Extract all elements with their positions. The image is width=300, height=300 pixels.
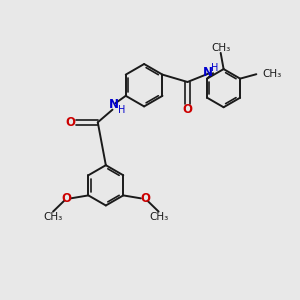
Text: O: O xyxy=(61,192,72,206)
Text: N: N xyxy=(109,98,119,111)
Text: CH₃: CH₃ xyxy=(44,212,63,222)
Text: CH₃: CH₃ xyxy=(149,212,168,222)
Text: O: O xyxy=(182,103,193,116)
Text: O: O xyxy=(65,116,75,129)
Text: CH₃: CH₃ xyxy=(211,43,230,52)
Text: H: H xyxy=(118,105,126,115)
Text: N: N xyxy=(203,66,213,79)
Text: O: O xyxy=(140,192,150,206)
Text: H: H xyxy=(212,63,219,73)
Text: CH₃: CH₃ xyxy=(263,69,282,79)
